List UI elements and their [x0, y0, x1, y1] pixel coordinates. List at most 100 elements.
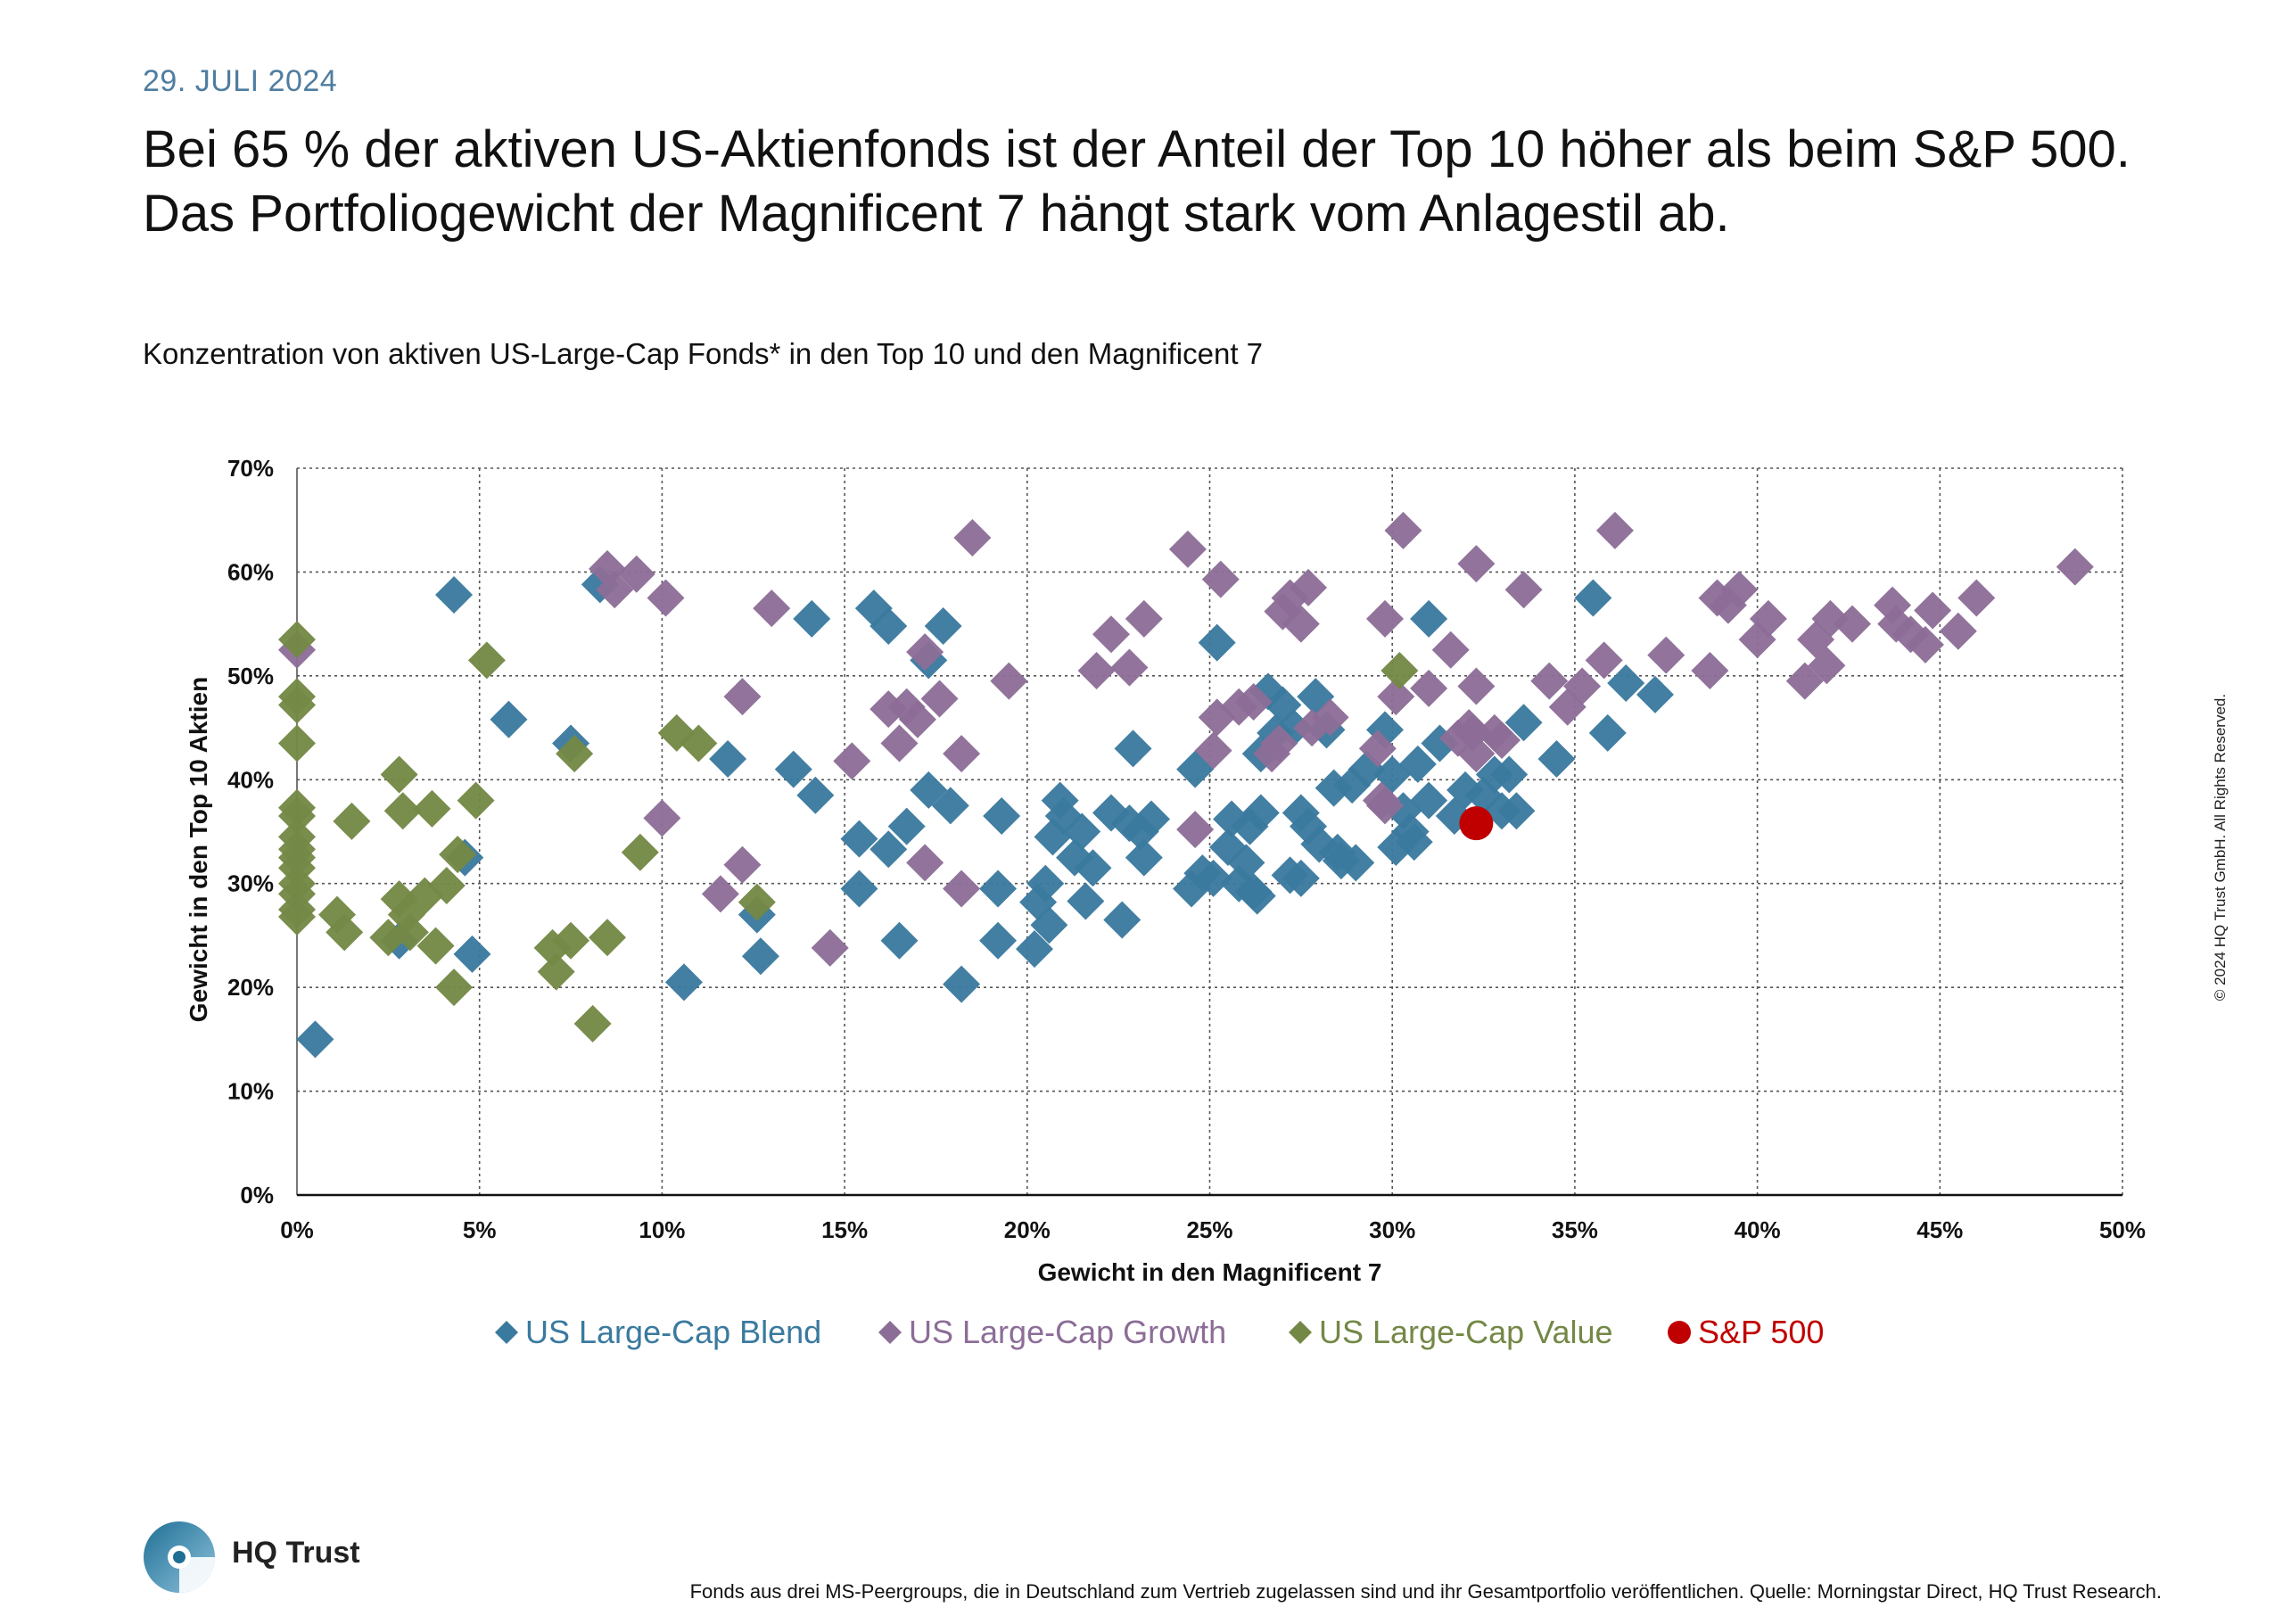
x-tick-label: 20%	[1004, 1216, 1051, 1243]
data-point	[278, 797, 316, 836]
data-point	[1957, 579, 1996, 617]
data-point	[1337, 844, 1375, 882]
data-point	[1410, 599, 1448, 638]
data-point	[1497, 792, 1536, 830]
data-point	[621, 833, 659, 871]
legend-item: US Large-Cap Value	[1289, 1314, 1613, 1350]
brand-name: HQ Trust	[232, 1536, 360, 1570]
data-point	[741, 937, 779, 976]
data-point	[887, 807, 926, 845]
chart-subtitle: Konzentration von aktiven US-Large-Cap F…	[143, 337, 1264, 370]
data-point	[1588, 713, 1627, 752]
data-point	[979, 921, 1018, 960]
data-point	[383, 792, 422, 830]
data-point	[1290, 568, 1328, 606]
data-point	[467, 641, 506, 680]
data-point	[1530, 662, 1569, 700]
data-point	[753, 589, 791, 628]
data-point	[1238, 877, 1276, 915]
data-point	[1125, 599, 1163, 638]
data-point	[647, 579, 685, 617]
y-tick-label: 50%	[227, 663, 274, 689]
x-tick-label: 25%	[1186, 1216, 1232, 1243]
data-point	[709, 740, 747, 778]
data-point	[588, 919, 626, 957]
data-point	[1504, 704, 1543, 742]
data-point	[1384, 511, 1422, 549]
legend-item: S&P 500	[1668, 1314, 1824, 1350]
data-point	[1201, 560, 1240, 598]
data-point	[1381, 652, 1419, 690]
data-point	[1585, 641, 1623, 680]
legend-marker-icon	[878, 1321, 902, 1344]
data-point	[552, 921, 590, 960]
data-point	[793, 599, 831, 638]
legend-label: US Large-Cap Value	[1319, 1314, 1613, 1350]
data-point	[1198, 623, 1236, 662]
data-point	[796, 776, 835, 814]
data-point	[924, 606, 962, 645]
data-point	[811, 928, 849, 967]
data-point	[1030, 906, 1068, 944]
legend-marker-icon	[1289, 1321, 1312, 1344]
data-point	[723, 678, 762, 716]
data-point	[1647, 636, 1685, 674]
data-point	[1234, 682, 1273, 721]
legend-item: US Large-Cap Blend	[495, 1314, 821, 1350]
data-point	[278, 621, 316, 659]
data-point	[435, 576, 474, 614]
data-point	[680, 724, 718, 763]
legend-label: S&P 500	[1698, 1314, 1824, 1350]
data-point	[427, 867, 466, 905]
legend-marker-icon	[495, 1321, 518, 1344]
x-tick-label: 45%	[1916, 1216, 1963, 1243]
data-point	[453, 935, 491, 973]
data-point	[723, 845, 762, 884]
data-points	[278, 511, 2094, 1059]
data-point	[979, 870, 1018, 908]
data-point	[1398, 745, 1437, 783]
data-point	[1691, 652, 1729, 690]
headline: Bei 65 % der aktiven US-Aktienfonds ist …	[143, 120, 2131, 243]
data-point	[1241, 794, 1280, 832]
data-point	[701, 875, 739, 913]
data-point	[1785, 662, 1824, 700]
data-point	[1125, 838, 1163, 877]
data-point	[1103, 901, 1142, 939]
copyright-notice: © 2024 HQ Trust GmbH. All Rights Reserve…	[2212, 693, 2229, 1002]
data-point	[573, 1004, 612, 1043]
data-point	[1749, 599, 1787, 638]
source-footnote: Fonds aus drei MS-Peergroups, die in Deu…	[689, 1580, 2162, 1603]
x-tick-label: 10%	[639, 1216, 685, 1243]
y-tick-label: 30%	[227, 870, 274, 897]
x-tick-label: 5%	[463, 1216, 497, 1243]
data-point	[931, 787, 969, 825]
data-point	[413, 789, 451, 828]
data-point	[537, 952, 575, 991]
data-point	[983, 797, 1021, 836]
data-point	[1431, 631, 1470, 669]
data-point	[1563, 667, 1602, 705]
y-tick-label: 0%	[240, 1182, 274, 1208]
data-point	[1395, 823, 1433, 861]
y-tick-label: 10%	[227, 1078, 274, 1105]
data-point	[1132, 800, 1170, 838]
data-point	[596, 571, 634, 609]
data-point	[1015, 930, 1053, 969]
x-tick-label: 0%	[280, 1216, 314, 1243]
data-point	[898, 700, 936, 738]
data-point	[870, 606, 908, 645]
data-point	[1194, 859, 1232, 897]
data-point	[1504, 571, 1543, 609]
data-point	[1377, 678, 1415, 716]
data-point	[1114, 730, 1152, 768]
y-tick-label: 60%	[227, 558, 274, 585]
data-point	[296, 1020, 334, 1059]
data-point	[391, 913, 429, 952]
axis-titles: Gewicht in den Magnificent 7 Gewicht in d…	[185, 677, 1381, 1286]
data-point	[1074, 849, 1112, 887]
data-point	[1834, 605, 1872, 643]
data-point	[1457, 545, 1496, 583]
data-point	[278, 897, 316, 936]
y-axis-title: Gewicht in den Top 10 Aktien	[185, 677, 212, 1022]
